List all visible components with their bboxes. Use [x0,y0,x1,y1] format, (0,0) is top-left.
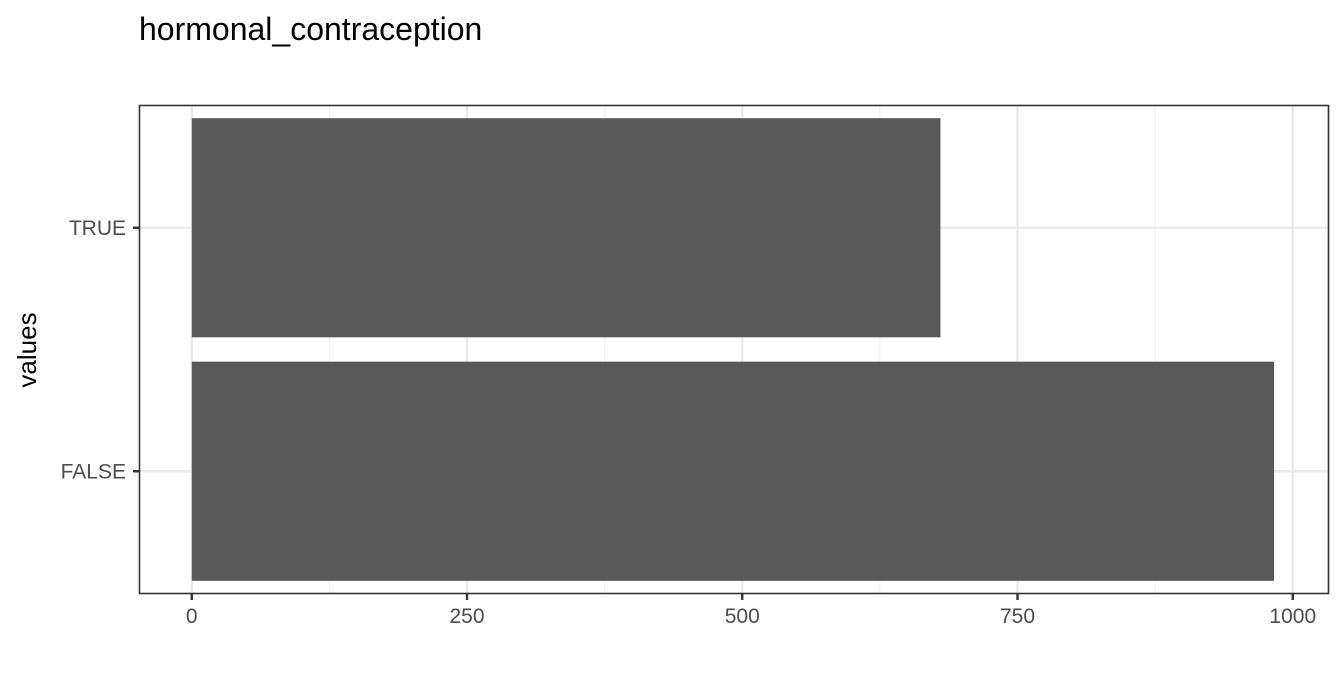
chart-title: hormonal_contraception [139,11,482,47]
x-tick-label: 0 [186,605,198,628]
y-axis: TRUE FALSE [61,217,140,483]
panel-border [138,104,1330,595]
x-tick-label: 1000 [1269,605,1316,628]
bar-true [191,118,941,338]
bars [191,118,1275,581]
bar-false [191,361,1275,581]
y-tick-label: TRUE [69,217,126,240]
x-tick-label: 250 [449,605,484,628]
x-tick-label: 750 [1000,605,1035,628]
y-tick-label: FALSE [61,460,126,483]
y-axis-label: values [12,312,42,387]
x-tick-label: 500 [725,605,760,628]
x-axis: 0 250 500 750 1000 [186,593,1316,628]
